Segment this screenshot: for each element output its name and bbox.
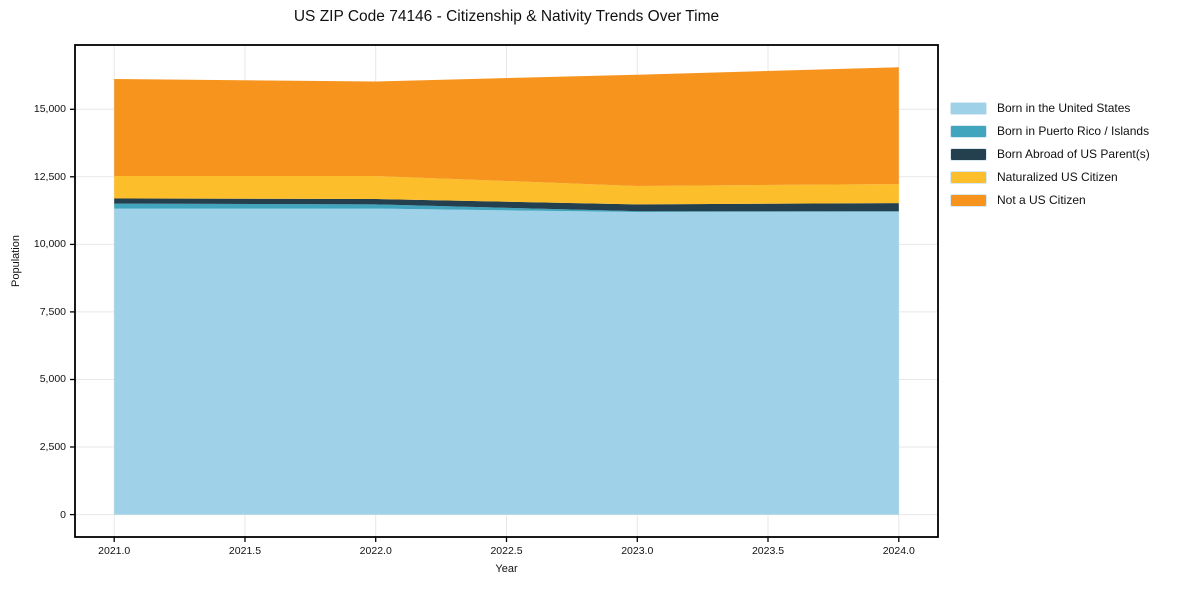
legend-label-naturalized-us-citizen: Naturalized US Citizen	[997, 170, 1118, 184]
plot-border	[74, 44, 939, 538]
legend-label-born-in-us: Born in the United States	[997, 101, 1131, 115]
legend-row-naturalized-us-citizen: Naturalized US Citizen	[950, 170, 1150, 184]
legend-label-born-puerto-rico-islands: Born in Puerto Rico / Islands	[997, 124, 1150, 138]
y-tick-label: 12,500	[33, 170, 66, 183]
legend-swatch-born-abroad-us-parents	[950, 147, 987, 161]
legend: Born in the United States Born in Puerto …	[950, 101, 1150, 216]
legend-swatch-born-puerto-rico-islands	[950, 124, 987, 138]
plot-area	[70, 44, 939, 542]
x-axis-title: Year	[495, 563, 518, 575]
x-tick-label: 2024.0	[882, 545, 915, 557]
y-tick-label: 7,500	[39, 305, 66, 318]
legend-row-not-a-us-citizen: Not a US Citizen	[950, 193, 1150, 207]
chart-title: US ZIP Code 74146 - Citizenship & Nativi…	[293, 8, 720, 25]
y-tick-label: 5,000	[39, 373, 66, 386]
area-born-puerto-rico-islands	[114, 203, 899, 212]
legend-label-not-a-us-citizen: Not a US Citizen	[997, 193, 1086, 207]
legend-swatch-not-a-us-citizen	[950, 193, 987, 207]
area-not-a-us-citizen	[114, 67, 899, 186]
y-tick-label: 10,000	[33, 238, 66, 251]
x-tick-label: 2023.0	[621, 545, 654, 557]
x-tick-label: 2021.5	[228, 545, 262, 557]
legend-swatch-born-in-us	[950, 101, 987, 115]
legend-label-born-abroad-us-parents: Born Abroad of US Parent(s)	[997, 147, 1150, 161]
x-tick-label: 2022.5	[490, 545, 523, 557]
area-naturalized-us-citizen	[114, 176, 899, 205]
area-born-abroad-us-parents	[114, 198, 899, 212]
x-tick-label: 2023.5	[751, 545, 785, 557]
legend-swatch-naturalized-us-citizen	[950, 170, 987, 184]
y-tick-label: 2,500	[39, 441, 66, 454]
area-born-in-us	[114, 208, 899, 515]
y-tick-label: 0	[60, 508, 66, 521]
legend-row-born-abroad-us-parents: Born Abroad of US Parent(s)	[950, 147, 1150, 161]
x-tick-label: 2022.0	[359, 545, 392, 557]
legend-row-born-puerto-rico-islands: Born in Puerto Rico / Islands	[950, 124, 1150, 138]
legend-row-born-in-us: Born in the United States	[950, 101, 1150, 115]
y-tick-label: 15,000	[33, 103, 66, 116]
stacked-area-svg	[70, 44, 939, 542]
x-tick-label: 2021.0	[98, 545, 131, 557]
